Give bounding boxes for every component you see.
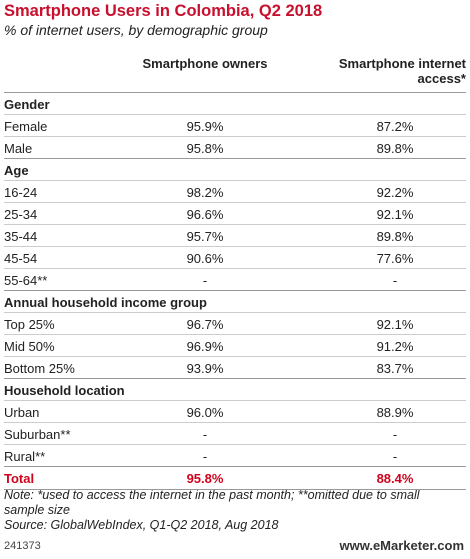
cell-value: 90.6% [186, 251, 224, 266]
section-label: Gender [4, 97, 50, 112]
cell-value: - [202, 449, 208, 464]
cell-value: - [202, 273, 208, 288]
cell-value: 92.1% [376, 317, 414, 332]
cell-value: 93.9% [186, 361, 224, 376]
row-label: Urban [4, 405, 40, 420]
cell-value: 92.2% [376, 185, 414, 200]
table-row: Suburban** - - [4, 422, 466, 445]
row-label: 45-54 [4, 251, 38, 266]
table-row: Female 95.9% 87.2% [4, 114, 466, 137]
row-label: Top 25% [4, 317, 55, 332]
cell-value: - [392, 427, 398, 442]
total-label: Total [4, 471, 35, 486]
cell-value: 96.7% [186, 317, 224, 332]
subtitle: % of internet users, by demographic grou… [4, 22, 268, 38]
chart-id: 241373 [4, 540, 41, 552]
cell-value: 91.2% [376, 339, 414, 354]
section-label: Annual household income group [4, 295, 207, 310]
table-row: Age [4, 158, 466, 181]
table-row: Annual household income group [4, 290, 466, 313]
section-label: Household location [4, 383, 125, 398]
cell-value: 95.9% [186, 119, 224, 134]
row-label: Male [4, 141, 33, 156]
note: Note: *used to access the internet in th… [4, 488, 420, 517]
row-label: 35-44 [4, 229, 38, 244]
cell-value: 87.2% [376, 119, 414, 134]
table-row: Mid 50% 96.9% 91.2% [4, 334, 466, 357]
cell-value: - [392, 449, 398, 464]
row-label: Rural** [4, 449, 46, 464]
brand: www.eMarketer.com [339, 538, 464, 553]
row-label: Female [4, 119, 48, 134]
table-row: Total 95.8% 88.4% [4, 466, 466, 490]
table-row: Rural** - - [4, 444, 466, 467]
cell-value: 77.6% [376, 251, 414, 266]
column-header: Smartphone internet access* [338, 56, 466, 86]
table-row: Urban 96.0% 88.9% [4, 400, 466, 423]
cell-value: - [392, 273, 398, 288]
cell-value: - [202, 427, 208, 442]
cell-value: 96.9% [186, 339, 224, 354]
table-row: 35-44 95.7% 89.8% [4, 224, 466, 247]
section-label: Age [4, 163, 29, 178]
table-row: 16-24 98.2% 92.2% [4, 180, 466, 203]
table-row: Household location [4, 378, 466, 401]
total-value: 88.4% [376, 471, 414, 486]
table-row: Bottom 25% 93.9% 83.7% [4, 356, 466, 379]
cell-value: 96.6% [186, 207, 224, 222]
cell-value: 98.2% [186, 185, 224, 200]
cell-value: 92.1% [376, 207, 414, 222]
cell-value: 95.8% [186, 141, 224, 156]
row-label: Bottom 25% [4, 361, 75, 376]
table-row: Gender [4, 92, 466, 115]
table-row: 45-54 90.6% 77.6% [4, 246, 466, 269]
table-row: Male 95.8% 89.8% [4, 136, 466, 159]
source: Source: GlobalWebIndex, Q1-Q2 2018, Aug … [4, 518, 279, 532]
row-label: 55-64** [4, 273, 48, 288]
title: Smartphone Users in Colombia, Q2 2018 [4, 2, 323, 20]
row-label: Suburban** [4, 427, 71, 442]
row-label: 25-34 [4, 207, 38, 222]
table-row: 55-64** - - [4, 268, 466, 291]
cell-value: 95.7% [186, 229, 224, 244]
total-value: 95.8% [186, 471, 224, 486]
cell-value: 96.0% [186, 405, 224, 420]
cell-value: 89.8% [376, 141, 414, 156]
cell-value: 88.9% [376, 405, 414, 420]
column-header: Smartphone owners [142, 56, 268, 71]
row-label: 16-24 [4, 185, 38, 200]
cell-value: 83.7% [376, 361, 414, 376]
row-label: Mid 50% [4, 339, 55, 354]
table-row: 25-34 96.6% 92.1% [4, 202, 466, 225]
cell-value: 89.8% [376, 229, 414, 244]
table-row: Top 25% 96.7% 92.1% [4, 312, 466, 335]
